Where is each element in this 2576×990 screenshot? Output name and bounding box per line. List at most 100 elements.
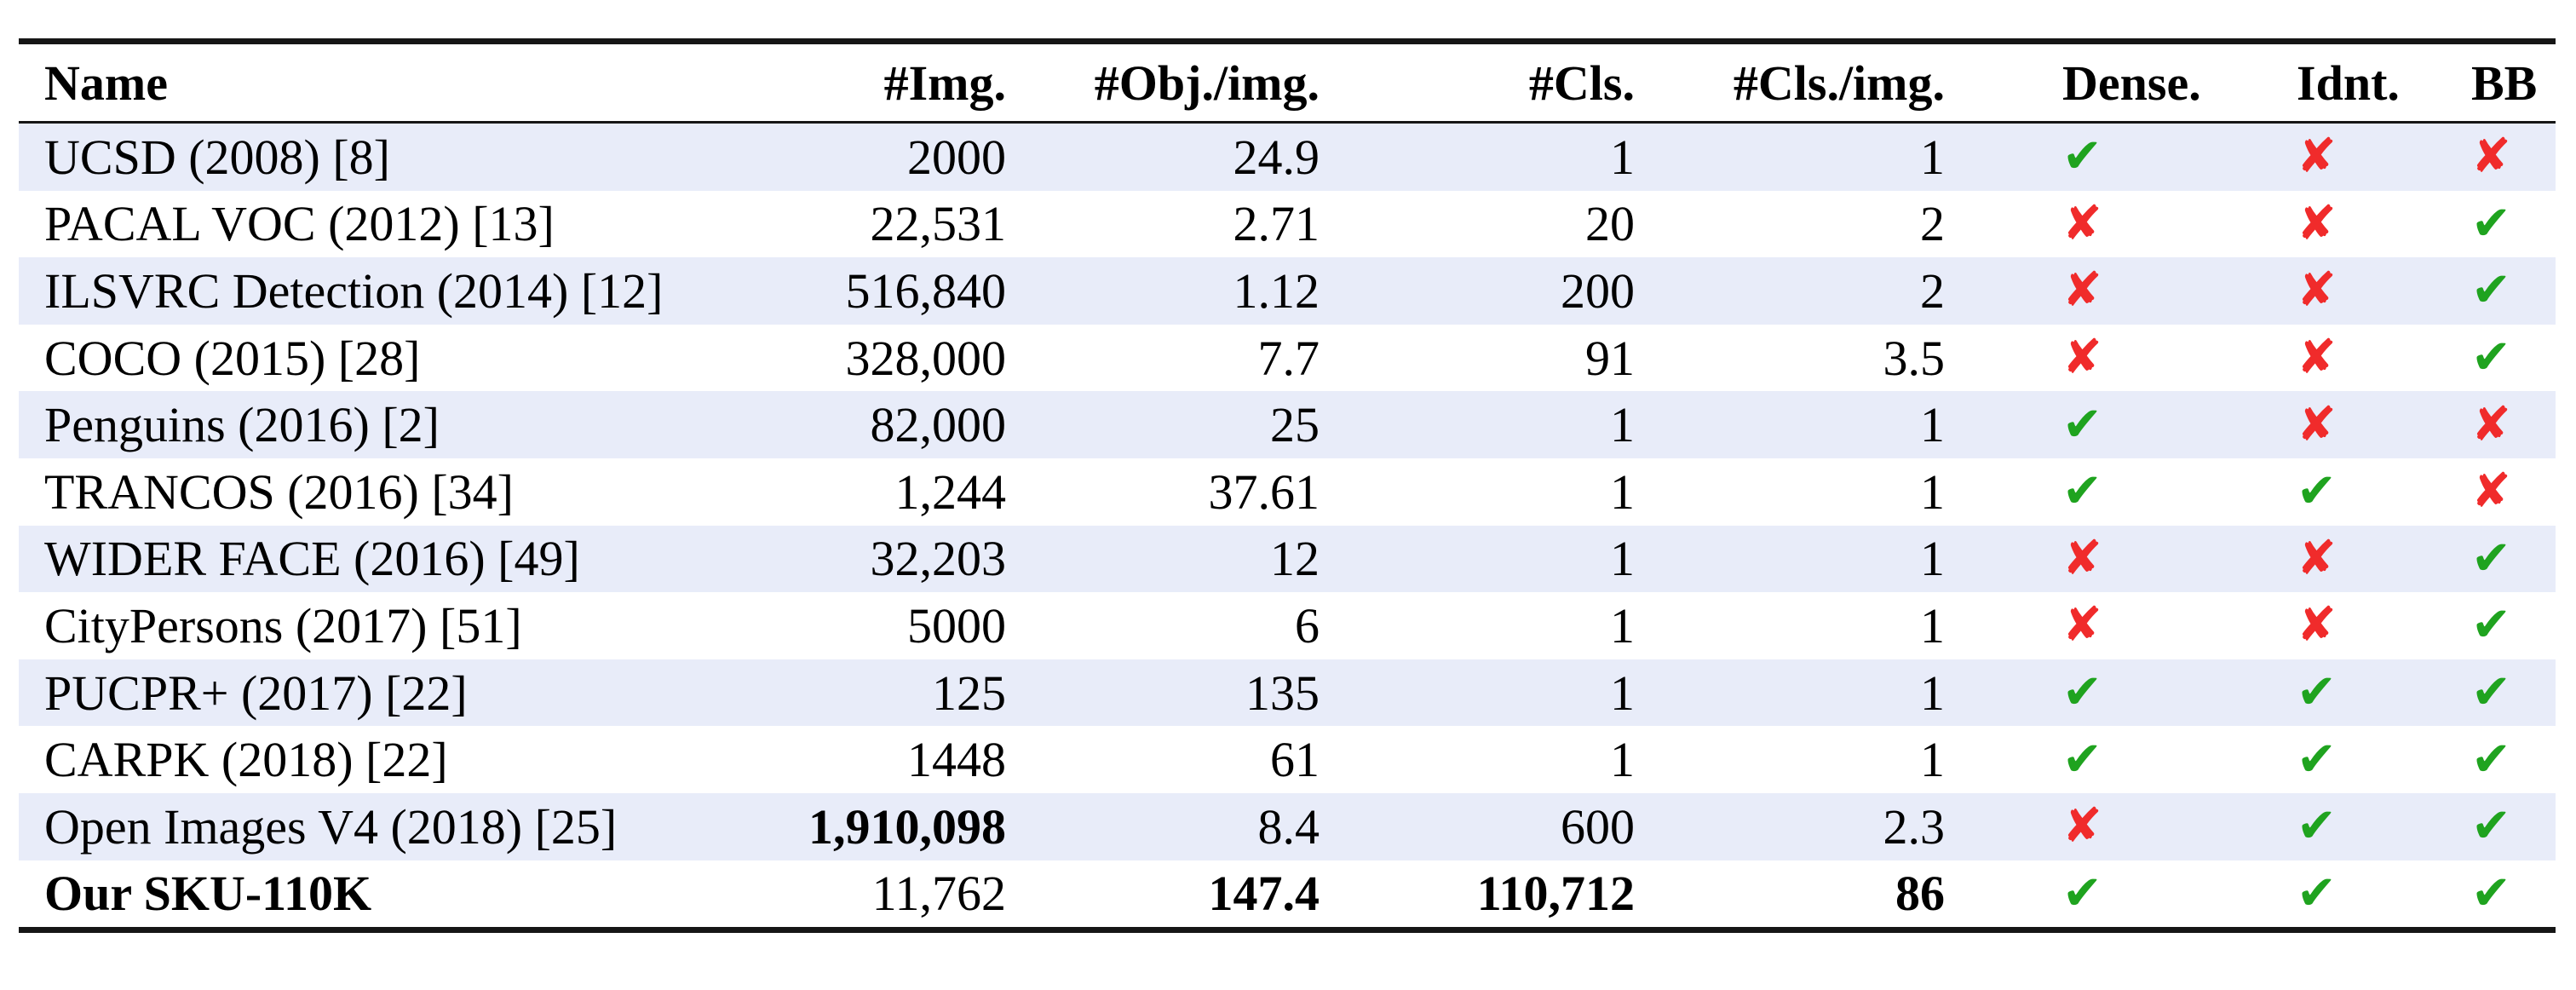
value-cell-cls-per-img: 2 [1920,262,1945,319]
value-cell-cls: 600 [1561,798,1635,855]
value-cell-obj-per-img: 61 [1270,732,1320,788]
dataset-name-cell: ILSVRC Detection (2014) [12] [44,262,664,319]
dataset-name-cell: PUCPR+ (2017) [22] [44,665,468,721]
value-cell-cls-per-img: 1 [1920,463,1945,520]
cross-icon: ✘ [2297,330,2337,386]
check-icon: ✔ [2062,731,2102,787]
check-icon: ✔ [2297,798,2337,855]
value-cell-cls: 1 [1610,665,1635,721]
column-header-name: Name [19,41,741,124]
cross-icon: ✘ [2062,530,2102,586]
check-icon: ✔ [2297,731,2337,787]
header-row: Name #Img. #Obj./img. #Cls. #Cls./img. Dense.… [19,41,2556,124]
table-row: PACAL VOC (2012) [13] 22,531 2.71 20 2 ✘ ✘ ✔ [19,191,2556,258]
value-cell-cls: 1 [1610,597,1635,653]
value-cell-cls: 20 [1585,196,1635,252]
value-cell-img: 125 [932,665,1006,721]
check-icon: ✔ [2062,396,2102,452]
check-icon: ✔ [2471,798,2511,855]
dataset-name-cell: Open Images V4 (2018) [25] [44,798,618,855]
value-cell-cls-per-img: 1 [1920,129,1945,185]
cross-icon: ✘ [2297,396,2337,452]
table-row: Penguins (2016) [2] 82,000 25 1 1 ✔ ✘ ✘ [19,391,2556,458]
check-icon: ✔ [2062,463,2102,520]
value-cell-img: 82,000 [870,397,1007,453]
dataset-name-cell: CARPK (2018) [22] [44,732,448,788]
value-cell-cls-per-img: 1 [1920,531,1945,587]
value-cell-obj-per-img: 2.71 [1233,196,1320,252]
dataset-name-cell: TRANCOS (2016) [34] [44,463,514,520]
cross-icon: ✘ [2062,330,2102,386]
check-icon: ✔ [2471,330,2511,386]
value-cell-cls: 200 [1561,262,1635,319]
check-icon: ✔ [2471,262,2511,319]
value-cell-obj-per-img: 6 [1295,597,1320,653]
value-cell-cls: 1 [1610,531,1635,587]
check-icon: ✔ [2297,865,2337,921]
check-icon: ✔ [2062,865,2102,921]
table-body: UCSD (2008) [8] 2000 24.9 1 1 ✔ ✘ ✘ PACAL VOC (2… [19,122,2556,930]
cross-icon: ✘ [2471,463,2511,520]
cross-icon: ✘ [2297,195,2337,251]
value-cell-cls-per-img: 1 [1920,732,1945,788]
check-icon: ✔ [2471,597,2511,653]
value-cell-cls: 110,712 [1476,866,1635,922]
check-icon: ✔ [2297,463,2337,520]
check-icon: ✔ [2471,731,2511,787]
table-row: ILSVRC Detection (2014) [12] 516,840 1.12 2… [19,257,2556,325]
value-cell-img: 328,000 [845,330,1007,386]
table-row: CityPersons (2017) [51] 5000 6 1 1 ✘ ✘ ✔ [19,592,2556,659]
cross-icon: ✘ [2297,262,2337,319]
check-icon: ✔ [2062,129,2102,185]
table-row: WIDER FACE (2016) [49] 32,203 12 1 1 ✘ ✘ ✔ [19,525,2556,593]
cross-icon: ✘ [2297,597,2337,653]
value-cell-img: 22,531 [870,196,1007,252]
value-cell-cls: 1 [1610,732,1635,788]
value-cell-img: 1448 [907,732,1006,788]
value-cell-cls: 91 [1585,330,1635,386]
value-cell-obj-per-img: 37.61 [1208,463,1320,520]
check-icon: ✔ [2471,665,2511,721]
cross-icon: ✘ [2062,798,2102,855]
value-cell-cls-per-img: 86 [1895,866,1945,922]
table-row: CARPK (2018) [22] 1448 61 1 1 ✔ ✔ ✔ [19,726,2556,793]
datasets-comparison-table: Name #Img. #Obj./img. #Cls. #Cls./img. Dense.… [19,38,2556,934]
value-cell-cls-per-img: 1 [1920,597,1945,653]
cross-icon: ✘ [2062,195,2102,251]
dataset-name-cell: Penguins (2016) [2] [44,397,440,453]
datasets-table-container: Name #Img. #Obj./img. #Cls. #Cls./img. Dense.… [19,38,2556,934]
check-icon: ✔ [2297,665,2337,721]
value-cell-obj-per-img: 7.7 [1257,330,1320,386]
table-row: PUCPR+ (2017) [22] 125 135 1 1 ✔ ✔ ✔ [19,659,2556,727]
table-row: Our SKU-110K 11,762 147.4 110,712 86 ✔ ✔ ✔ [19,860,2556,930]
value-cell-obj-per-img: 12 [1270,531,1320,587]
value-cell-obj-per-img: 24.9 [1233,129,1320,185]
value-cell-cls: 1 [1610,463,1635,520]
check-icon: ✔ [2471,195,2511,251]
value-cell-cls-per-img: 1 [1920,397,1945,453]
value-cell-cls-per-img: 3.5 [1883,330,1946,386]
value-cell-img: 11,762 [871,866,1006,922]
value-cell-obj-per-img: 135 [1245,665,1320,721]
cross-icon: ✘ [2062,597,2102,653]
value-cell-img: 5000 [907,597,1006,653]
value-cell-cls: 1 [1610,397,1635,453]
value-cell-obj-per-img: 1.12 [1233,262,1320,319]
value-cell-cls-per-img: 2 [1920,196,1945,252]
value-cell-img: 1,910,098 [808,798,1006,855]
cross-icon: ✘ [2471,396,2511,452]
dataset-name-cell: CityPersons (2017) [51] [44,597,522,653]
column-header-img: #Img. [741,41,1018,124]
column-header-dense: Dense. [2056,41,2290,124]
column-header-obj-per-img: #Obj./img. [1018,41,1331,124]
column-header-idnt: Idnt. [2290,41,2464,124]
table-row: UCSD (2008) [8] 2000 24.9 1 1 ✔ ✘ ✘ [19,122,2556,191]
table-header: Name #Img. #Obj./img. #Cls. #Cls./img. Dense.… [19,41,2556,124]
cross-icon: ✘ [2297,530,2337,586]
value-cell-img: 2000 [907,129,1006,185]
value-cell-cls: 1 [1610,129,1635,185]
check-icon: ✔ [2471,865,2511,921]
cross-icon: ✘ [2297,129,2337,185]
dataset-name-cell: COCO (2015) [28] [44,330,421,386]
value-cell-img: 32,203 [870,531,1007,587]
